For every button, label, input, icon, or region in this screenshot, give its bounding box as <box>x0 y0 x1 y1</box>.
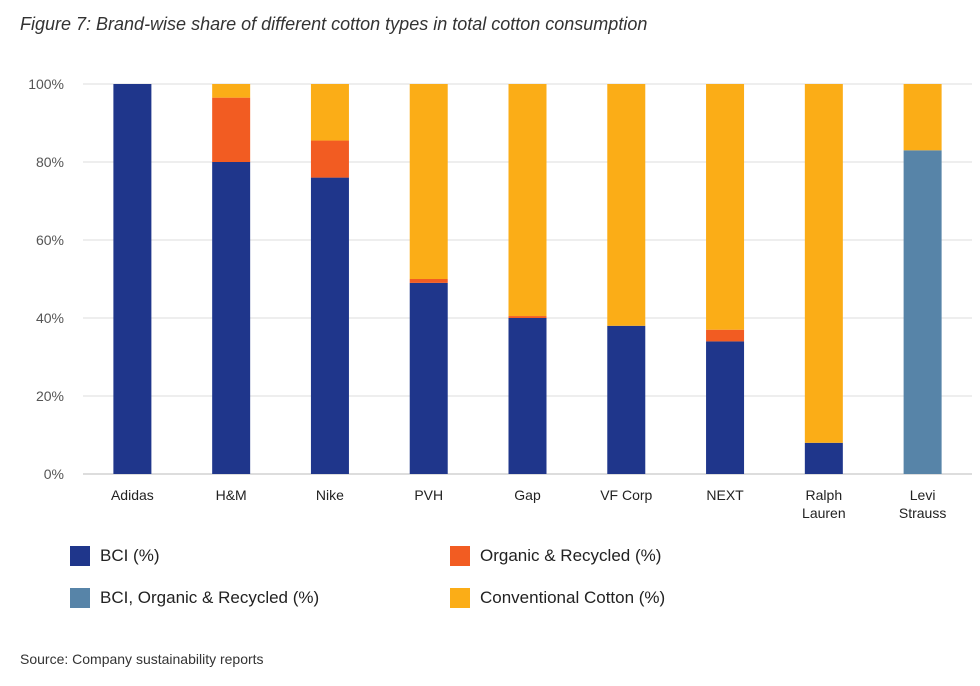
bar-segment <box>804 442 843 474</box>
x-tick-label: Gap <box>514 487 541 503</box>
chart-legend: BCI (%) Organic & Recycled (%) BCI, Orga… <box>70 546 770 616</box>
bar-segment <box>903 150 942 475</box>
legend-item-bci-organic-recycled: BCI, Organic & Recycled (%) <box>70 588 319 608</box>
y-tick-label: 60% <box>36 232 64 248</box>
legend-label-organic-recycled: Organic & Recycled (%) <box>480 546 662 565</box>
x-tick-label: PVH <box>414 487 443 503</box>
legend-swatch-bci-organic-recycled <box>70 588 90 608</box>
legend-swatch-conventional <box>450 588 470 608</box>
stacked-bar-chart: 0% 20% 40% 60% 80% 100% Adidas H&M Nike PVH Gap VF … <box>28 76 972 521</box>
x-tick-label: Ralph <box>806 487 843 503</box>
bar-segment <box>706 84 745 330</box>
bar-segment <box>113 84 152 474</box>
bar-segment <box>409 282 448 474</box>
bar-segment <box>508 316 547 318</box>
x-tick-label: Nike <box>316 487 344 503</box>
bar-segment <box>804 84 843 443</box>
legend-swatch-organic-recycled <box>450 546 470 566</box>
legend-label-bci-organic-recycled: BCI, Organic & Recycled (%) <box>100 588 320 607</box>
bar-segment <box>310 84 349 141</box>
source-note: Source: Company sustainability reports <box>20 651 264 667</box>
x-tick-label: H&M <box>216 487 247 503</box>
bar-segment <box>212 162 251 474</box>
x-tick-label: Lauren <box>802 505 846 521</box>
legend-label-bci: BCI (%) <box>100 546 160 565</box>
bar-segment <box>607 325 646 474</box>
bar-segment <box>508 84 547 317</box>
y-tick-label: 40% <box>36 310 64 326</box>
chart-title: Figure 7: Brand-wise share of different … <box>20 14 648 34</box>
bar-segment <box>310 177 349 474</box>
legend-item-bci: BCI (%) <box>70 546 160 566</box>
legend-item-organic-recycled: Organic & Recycled (%) <box>450 546 661 566</box>
legend-swatch-bci <box>70 546 90 566</box>
bar-segment <box>212 97 251 162</box>
bar-segment <box>409 84 448 279</box>
x-tick-label: NEXT <box>706 487 744 503</box>
y-tick-label: 100% <box>28 76 64 92</box>
x-tick-label: Strauss <box>899 505 946 521</box>
legend-item-conventional: Conventional Cotton (%) <box>450 588 665 608</box>
x-tick-label: VF Corp <box>600 487 652 503</box>
y-tick-label: 20% <box>36 388 64 404</box>
bar-segment <box>212 84 251 98</box>
bar-segment <box>607 84 646 326</box>
bar-segment <box>409 279 448 283</box>
bar-segment <box>903 84 942 151</box>
x-tick-label: Adidas <box>111 487 154 503</box>
bar-segment <box>706 341 745 474</box>
y-tick-label: 80% <box>36 154 64 170</box>
y-tick-label: 0% <box>44 466 64 482</box>
legend-label-conventional: Conventional Cotton (%) <box>480 588 666 607</box>
bar-segment <box>706 329 745 342</box>
bar-segment <box>508 318 547 474</box>
bar-segment <box>310 140 349 178</box>
x-tick-label: Levi <box>910 487 936 503</box>
